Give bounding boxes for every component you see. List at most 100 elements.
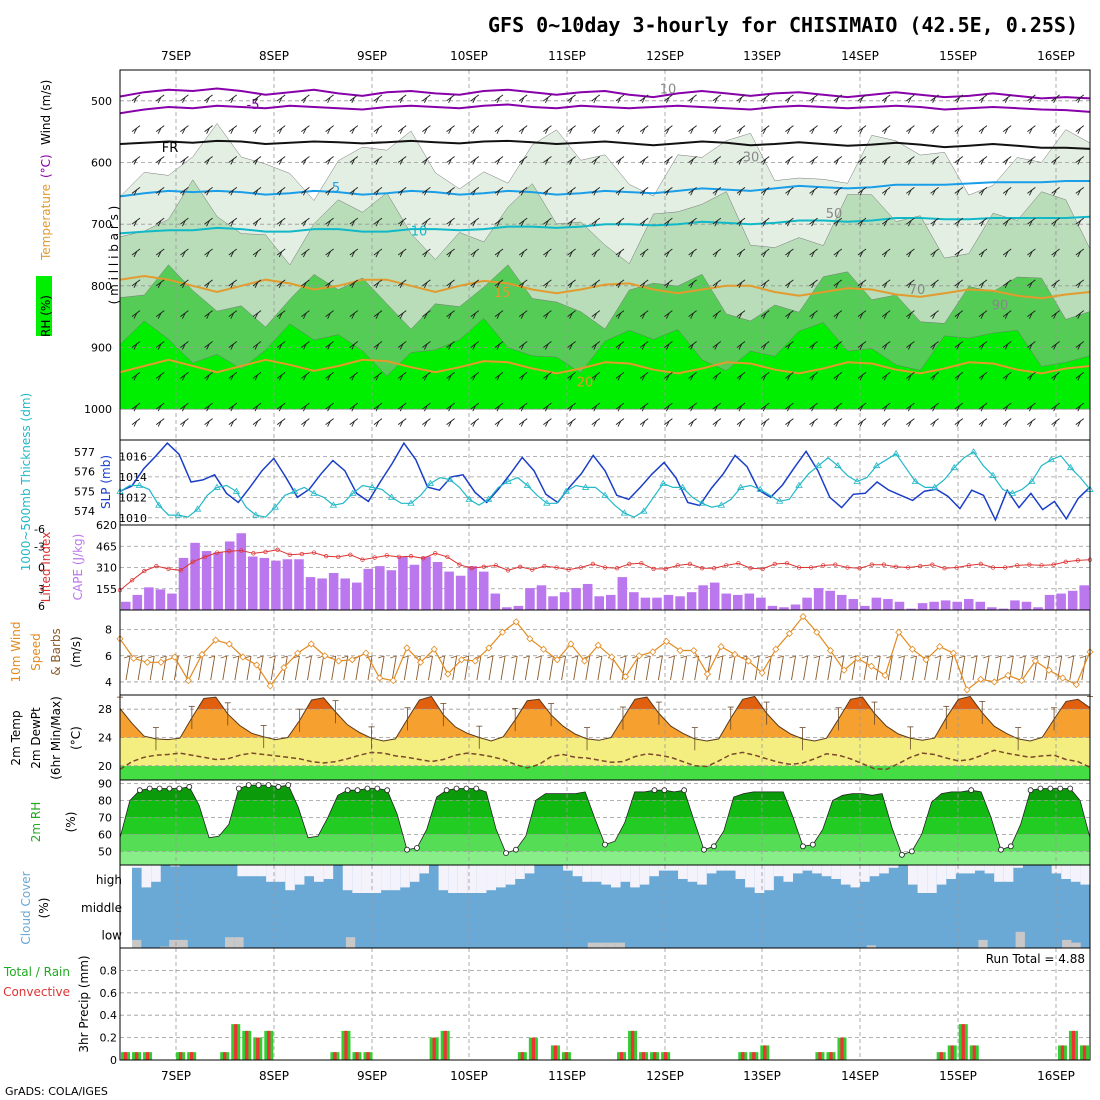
cloud-high-clear (294, 865, 305, 885)
wind-barb (591, 217, 601, 227)
wind-barb (1051, 248, 1060, 258)
precip-bar-convective (256, 1037, 260, 1060)
wind-barb (397, 279, 407, 289)
cape-bar (525, 588, 535, 610)
cloud-low-bar (364, 921, 375, 948)
cloud-low-gray (978, 939, 989, 948)
wind-barb (204, 125, 213, 134)
wind-barb (736, 156, 746, 165)
wind-speed-marker (594, 641, 602, 649)
wind-barb (1027, 94, 1036, 104)
wind-barb (571, 655, 579, 681)
cloud-low-bar (522, 921, 533, 948)
cloud-low-bar (243, 921, 254, 948)
li-marker (978, 561, 984, 567)
wind-barb (276, 125, 286, 134)
cloud-low-bar (764, 921, 775, 948)
cape-bar (790, 604, 801, 610)
wind-barb (349, 279, 359, 289)
wind-barb (785, 94, 794, 104)
wind-barb (930, 402, 939, 412)
cloud-high-bar (428, 865, 440, 893)
cloud-middle-label: middle (81, 901, 122, 915)
cape-bar (675, 596, 685, 610)
cloud-low-bar (290, 921, 300, 948)
date-label-top: 13SEP (743, 49, 781, 63)
wind-barb (422, 418, 431, 427)
cape-bar (686, 592, 697, 610)
wind-barb (978, 125, 988, 134)
precip-bar-convective (223, 1052, 227, 1060)
wind-barb (1002, 279, 1012, 289)
wind-speed-marker (253, 661, 261, 669)
cloud-low-bar (448, 921, 459, 948)
rh-marker (344, 787, 351, 794)
wind-barb (736, 217, 746, 227)
thickness-marker (756, 485, 764, 492)
li-marker (226, 549, 232, 554)
wind-barb (954, 94, 964, 104)
cloud-low-bar (820, 921, 831, 948)
wind-barb (276, 279, 286, 289)
wind-barb (857, 217, 867, 227)
cloud-low-bar (476, 921, 486, 948)
precip-bar-convective (344, 1030, 348, 1060)
precip-bar-convective (652, 1052, 657, 1060)
wind-barb (373, 217, 383, 227)
wind-barb (930, 125, 939, 134)
wind-barb (1067, 655, 1075, 681)
wind-barb (615, 418, 625, 427)
wind-barb (809, 186, 818, 196)
wind-speed-marker (512, 618, 520, 626)
wind-barb (615, 248, 625, 258)
wind-barb (785, 186, 794, 196)
wind-barb (252, 371, 262, 381)
wind-barb (1075, 371, 1085, 381)
temp-unit-label: (°C) (39, 154, 53, 178)
rh-marker (364, 785, 371, 792)
cloud-high-clear (342, 865, 353, 891)
wind-barb (373, 94, 383, 104)
cloud-high-bar (879, 865, 890, 893)
date-label-bottom: 10SEP (450, 1069, 488, 1083)
wind-barb (1019, 655, 1026, 681)
cloud-low-gray (169, 939, 180, 948)
upper-air-panel: 500 600 700 800 900 1000 FR -5 5 10 15 20 10 30 50 70 90… (36, 69, 1091, 441)
cape-bar (1044, 594, 1055, 610)
wind-barb (422, 186, 431, 196)
wind-barb (446, 371, 455, 381)
wind-barb (325, 341, 334, 350)
thickness-marker (678, 483, 687, 490)
cloud-high-clear (1013, 865, 1024, 868)
cloud-low-bar (252, 921, 263, 948)
precip-bar-convective (818, 1052, 822, 1060)
pressure-axis-label: ( m i l l i b a r s ) (107, 206, 121, 305)
wind-barb (857, 402, 867, 412)
cloud-low-bar (1006, 921, 1017, 948)
cloud-high-clear (639, 865, 650, 885)
thickness-marker (232, 487, 241, 494)
pressure-tick-label: 700 (91, 218, 112, 231)
cloud-low-bar (420, 921, 431, 948)
wind-barb (881, 125, 891, 134)
top-date-axis: 7SEP 8SEP 9SEP 10SEP 11SEP 12SEP 13SEP 14SEP 15S… (161, 49, 1075, 63)
cloud-low-bar (197, 921, 207, 948)
li-marker (687, 561, 693, 567)
cloud-low-bar (969, 921, 979, 948)
wind-barb (252, 217, 262, 227)
cloud-low-gray (234, 937, 245, 948)
wind-barb (809, 217, 818, 227)
wind-speed-marker (690, 646, 698, 655)
li-marker (796, 565, 802, 570)
precip-panel: 0 0.2 0.4 0.6 0.8 Run Total = 4.88 Total / Rai… (3, 947, 1091, 1067)
precip-bar-convective (520, 1052, 524, 1060)
li-marker (1039, 563, 1044, 568)
wind-barb (664, 402, 673, 412)
cape-bar (582, 583, 593, 610)
cloud-low-gray (1071, 942, 1082, 948)
cloud-low-bar (978, 921, 989, 948)
wind-barb (349, 94, 359, 104)
li-marker (396, 554, 402, 560)
wind-barb (930, 217, 939, 227)
wind-barb (180, 310, 189, 319)
